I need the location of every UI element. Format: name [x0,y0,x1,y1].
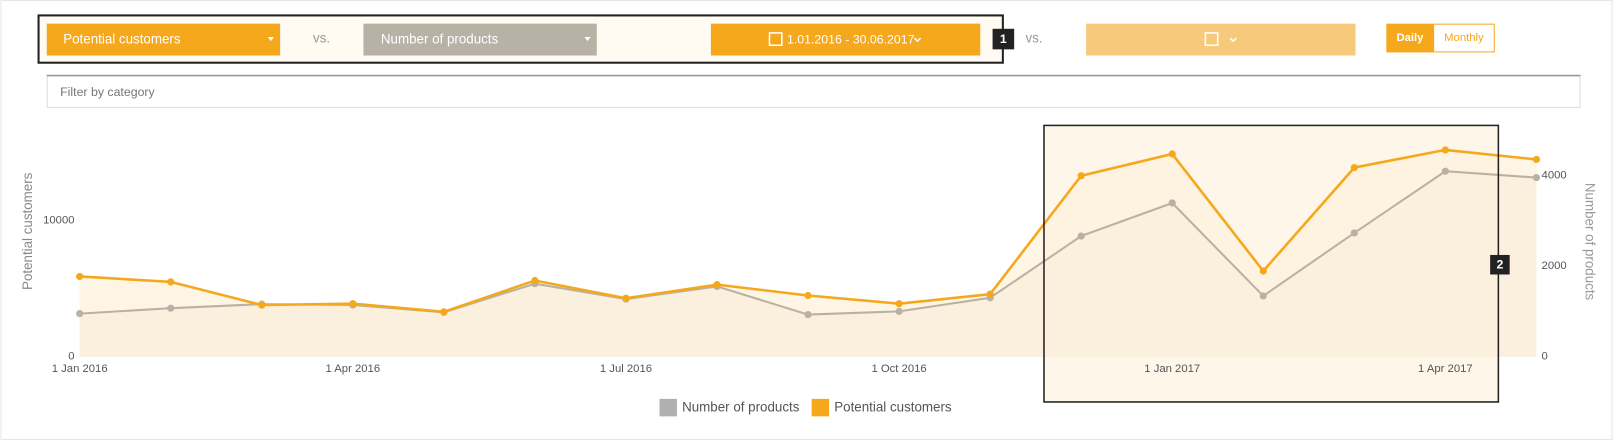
data-point [1077,232,1085,240]
y2-tick-label: 2000 [1542,260,1567,272]
y2-tick-label: 0 [1542,351,1548,363]
button-label: Monthly [1444,32,1484,44]
data-point [1532,173,1541,182]
data-point [76,272,84,281]
legend-swatch [811,398,830,417]
data-point [1441,167,1449,175]
data-point [531,276,539,285]
badge-label: 2 [1496,257,1503,271]
y-tick-label: 0 [68,351,74,363]
data-point [986,290,994,298]
date-picker[interactable] [1086,23,1356,56]
dropdown-arrow [267,37,274,42]
metric-label: Potential customers [63,32,181,47]
data-point [895,300,903,308]
data-point [349,300,357,308]
data-point [167,304,175,312]
chevron [913,37,922,43]
legend-swatch [659,398,677,417]
data-point [1077,172,1085,180]
data-point [76,310,84,318]
data-point [1441,146,1449,154]
filter-placeholder: Filter by category [60,85,155,99]
x-tick-label: 1 Apr 2017 [1418,363,1473,375]
badge [1490,254,1510,275]
data-point [804,291,812,300]
data-point [895,307,903,315]
legend-label: Potential customers [834,400,952,415]
y-axis-title: Potential customers [20,172,35,290]
data-point [167,278,175,286]
monthly-button[interactable] [1433,23,1495,53]
vs-label: vs. [313,31,330,46]
metric-dropdown[interactable] [363,23,597,56]
data-point [1168,199,1176,207]
metric-label: Number of products [381,32,499,47]
y-tick-label: 10000 [43,215,74,227]
data-point [1168,150,1176,158]
data-point [713,281,721,289]
calendar-icon [768,32,783,47]
date-range: 1.01.2016 - 30.06.2017 [787,32,915,46]
x-tick-label: 1 Jul 2016 [600,363,652,375]
data-point [1350,229,1358,237]
data-point [804,310,812,319]
data-point [1259,292,1267,300]
badge [992,28,1015,50]
x-tick-label: 1 Oct 2016 [871,363,926,375]
data-point [622,294,630,302]
date-picker[interactable] [710,23,981,56]
daily-button[interactable] [1386,23,1434,53]
data-point [1350,164,1358,172]
data-point [440,308,448,316]
calendar-icon [1204,32,1219,47]
chart: Potential customers Number of products 0 10… [20,124,1597,417]
metric-dropdown[interactable] [46,23,281,56]
badge-label: 1 [1000,32,1007,46]
data-point [1532,155,1541,164]
legend-label: Number of products [682,400,800,415]
chevron [1229,37,1237,43]
data-point [1259,267,1267,275]
vs-label: vs. [1025,31,1042,46]
dropdown-arrow [584,37,591,42]
x-tick-label: 1 Jan 2017 [1144,363,1200,375]
data-point [258,301,266,309]
button-label: Daily [1396,32,1424,44]
x-tick-label: 1 Jan 2016 [52,363,108,375]
x-tick-label: 1 Apr 2016 [325,363,380,375]
y2-tick-label: 4000 [1542,169,1567,181]
filter-input[interactable] [46,75,1581,108]
y2-axis-title: Number of products [1582,183,1597,301]
